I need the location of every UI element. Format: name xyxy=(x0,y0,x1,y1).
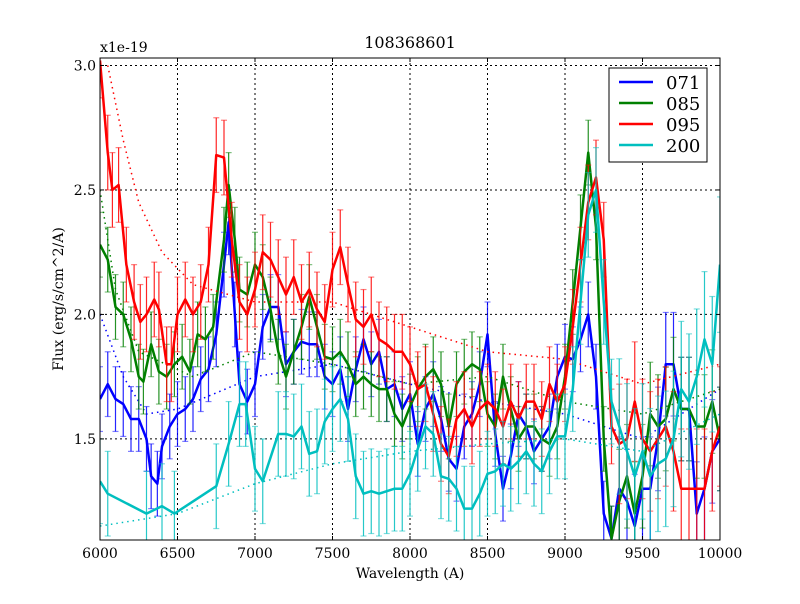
series-200 xyxy=(100,147,720,540)
legend-label: 071 xyxy=(666,73,700,94)
plot-area xyxy=(100,58,720,540)
y-tick-label: 2.5 xyxy=(74,183,96,199)
x-tick-label: 9000 xyxy=(547,546,583,562)
x-tick-label: 7000 xyxy=(237,546,273,562)
x-tick-label: 6000 xyxy=(82,546,118,562)
legend-label: 085 xyxy=(666,94,700,115)
x-tick-label: 8000 xyxy=(392,546,428,562)
series-line-200 xyxy=(100,188,720,515)
ticks: 6000 6500 7000 7500 8000 8500 9000 9500 10000 1.5… xyxy=(74,58,743,562)
series-line-085 xyxy=(100,151,720,540)
x-tick-label: 6500 xyxy=(160,546,196,562)
legend-box xyxy=(608,67,708,163)
x-tick-label: 8500 xyxy=(470,546,506,562)
x-tick-label: 7500 xyxy=(315,546,351,562)
legend-label: 095 xyxy=(666,115,700,136)
y-axis-label: Flux (erg/s/cm^2/A) xyxy=(51,227,67,371)
chart-title: 108368601 xyxy=(364,33,456,52)
y-offset-label: x1e-19 xyxy=(100,40,148,56)
x-tick-label: 9500 xyxy=(625,546,661,562)
y-tick-label: 3.0 xyxy=(74,58,96,74)
y-tick-label: 2.0 xyxy=(74,307,96,323)
x-tick-label: 10000 xyxy=(698,546,743,562)
x-axis-label: Wavelength (A) xyxy=(356,566,465,582)
y-tick-label: 1.5 xyxy=(74,432,96,448)
series-line-095 xyxy=(100,60,720,490)
legend-label: 200 xyxy=(666,136,700,157)
